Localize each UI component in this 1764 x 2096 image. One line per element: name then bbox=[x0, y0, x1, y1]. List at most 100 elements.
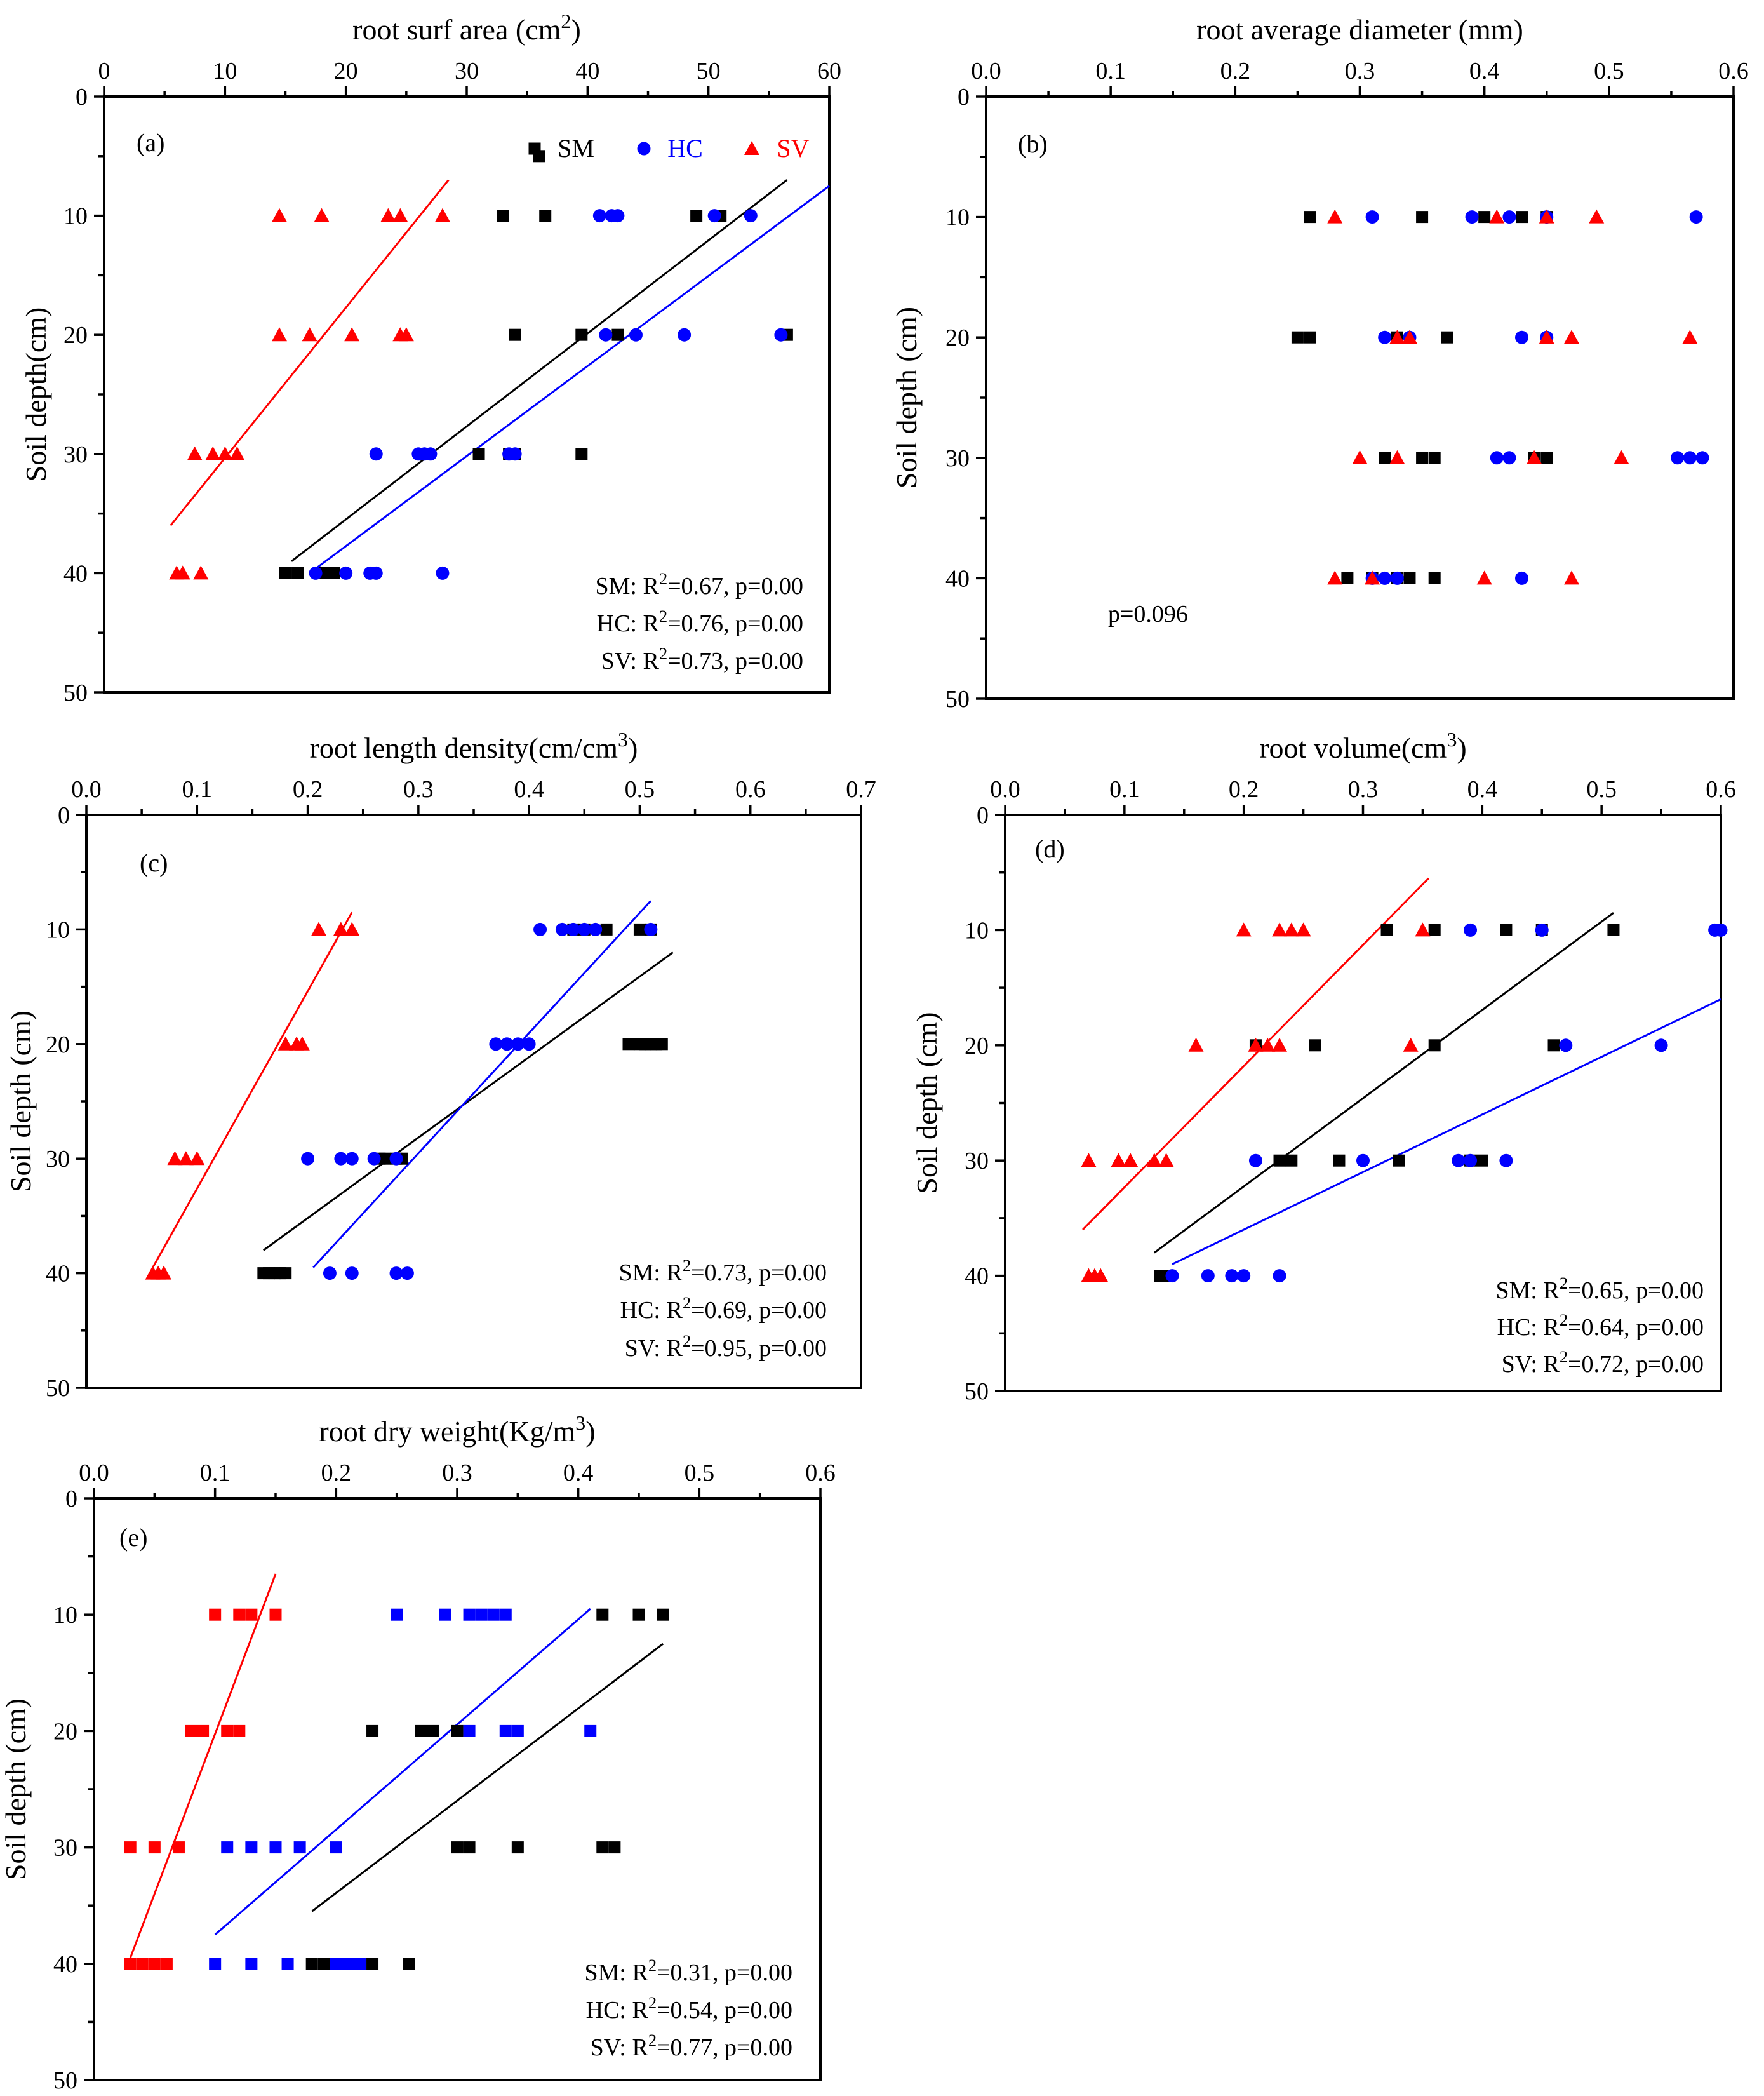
point-sm bbox=[608, 1841, 621, 1854]
stat-annotation-main: SV: R bbox=[1502, 1351, 1560, 1378]
x-tick-label: 0.4 bbox=[1469, 58, 1500, 84]
point-sv bbox=[380, 208, 396, 222]
point-sv bbox=[1489, 209, 1505, 224]
point-sv bbox=[302, 327, 317, 342]
point-sm bbox=[1380, 924, 1393, 936]
point-sv bbox=[233, 1724, 246, 1737]
x-axis-title-tail: ) bbox=[628, 732, 638, 764]
point-sm bbox=[1304, 331, 1316, 344]
point-sm bbox=[539, 210, 552, 222]
point-sv bbox=[229, 446, 245, 460]
point-sv bbox=[1563, 570, 1579, 585]
x-tick-label: 0.0 bbox=[990, 776, 1020, 803]
stat-annotation: p=0.096 bbox=[1108, 601, 1188, 628]
x-tick-label: 0.0 bbox=[79, 1460, 109, 1486]
point-sm bbox=[511, 1841, 524, 1854]
point-sm bbox=[1476, 1154, 1488, 1167]
stat-annotation-main: HC: R bbox=[1497, 1314, 1560, 1341]
stat-annotation-superscript: 2 bbox=[648, 1993, 657, 2012]
point-sm bbox=[622, 1038, 635, 1051]
point-hc bbox=[707, 209, 721, 223]
x-tick-label: 0.3 bbox=[403, 776, 434, 803]
stat-annotation-superscript: 2 bbox=[1560, 1347, 1568, 1366]
point-sm bbox=[1285, 1154, 1298, 1167]
point-sv bbox=[160, 1958, 173, 1970]
stat-annotation-tail: =0.76, p=0.00 bbox=[667, 610, 803, 637]
point-sv bbox=[148, 1958, 161, 1970]
point-sv bbox=[1146, 1153, 1162, 1167]
point-sm bbox=[657, 1608, 669, 1621]
stat-annotation-superscript: 2 bbox=[1560, 1310, 1568, 1329]
point-sv bbox=[1081, 1153, 1097, 1167]
point-sv bbox=[187, 446, 203, 460]
x-axis-title-superscript: 3 bbox=[618, 728, 628, 751]
stat-annotation-superscript: 2 bbox=[683, 1256, 691, 1275]
series-hc bbox=[1365, 210, 1709, 585]
x-tick-label: 0.3 bbox=[442, 1460, 472, 1486]
legend: SM HC SV bbox=[528, 134, 810, 163]
panel-label: (b) bbox=[1018, 130, 1048, 158]
stat-annotation-tail: =0.77, p=0.00 bbox=[657, 2034, 792, 2061]
y-tick-label: 30 bbox=[46, 1146, 70, 1172]
point-hc bbox=[499, 1724, 512, 1737]
x-axis-title: root surf area (cm2) bbox=[352, 10, 581, 46]
y-tick-label: 50 bbox=[53, 2067, 77, 2094]
fit-line-hc bbox=[309, 185, 830, 574]
stat-annotation-tail: =0.95, p=0.00 bbox=[691, 1335, 827, 1362]
point-sm bbox=[1416, 452, 1429, 464]
legend-marker-hc bbox=[637, 142, 651, 156]
stat-annotation: SM: R2=0.67, p=0.00 bbox=[596, 569, 804, 600]
y-tick-label: 30 bbox=[53, 1835, 77, 1862]
point-hc bbox=[1695, 451, 1709, 465]
point-hc bbox=[511, 1724, 524, 1737]
point-hc bbox=[209, 1958, 222, 1970]
series-sv bbox=[1081, 922, 1431, 1282]
point-hc bbox=[281, 1958, 294, 1970]
point-sm bbox=[1379, 452, 1391, 464]
point-sv bbox=[1283, 922, 1299, 937]
point-hc bbox=[1237, 1269, 1251, 1283]
point-sv bbox=[167, 1151, 183, 1166]
point-sv bbox=[172, 1841, 185, 1854]
x-axis-title-main: root average diameter (mm) bbox=[1196, 13, 1523, 46]
point-sm bbox=[1393, 1154, 1405, 1167]
point-sv bbox=[217, 446, 233, 460]
stat-annotation-tail: =0.72, p=0.00 bbox=[1568, 1351, 1704, 1378]
point-hc bbox=[589, 922, 603, 936]
stat-annotation-main: SV: R bbox=[625, 1335, 683, 1362]
x-axis-title-superscript: 3 bbox=[1447, 728, 1457, 751]
point-sv bbox=[233, 1608, 246, 1621]
point-hc bbox=[1535, 923, 1549, 937]
point-hc bbox=[577, 922, 591, 936]
point-hc bbox=[584, 1724, 597, 1737]
point-hc bbox=[1683, 451, 1697, 465]
x-tick-label: 0.6 bbox=[805, 1460, 836, 1486]
point-hc bbox=[566, 922, 580, 936]
x-axis-title-main: root dry weight(Kg/m bbox=[319, 1415, 575, 1448]
y-tick-label: 50 bbox=[945, 686, 970, 713]
point-sv bbox=[124, 1841, 137, 1854]
point-hc bbox=[301, 1152, 315, 1166]
point-sm bbox=[328, 567, 340, 579]
stat-annotation-main: HC: R bbox=[620, 1297, 683, 1324]
point-hc bbox=[678, 328, 692, 342]
x-tick-label: 0.2 bbox=[1220, 58, 1251, 84]
point-sv bbox=[221, 1724, 234, 1737]
point-hc bbox=[463, 1608, 476, 1621]
point-hc bbox=[1689, 210, 1703, 224]
stat-annotation-tail: =0.31, p=0.00 bbox=[657, 1959, 792, 1986]
point-sv bbox=[1123, 1153, 1139, 1167]
point-sv bbox=[1111, 1153, 1126, 1167]
point-sm bbox=[1516, 211, 1528, 224]
point-sm bbox=[497, 210, 509, 222]
point-sm bbox=[575, 448, 588, 460]
plot-frame bbox=[985, 95, 1735, 700]
point-sm bbox=[655, 1038, 668, 1051]
point-hc bbox=[1225, 1269, 1239, 1283]
point-hc bbox=[1165, 1269, 1179, 1283]
stat-annotation: SV: R2=0.77, p=0.00 bbox=[591, 2031, 792, 2061]
x-tick-label: 0.4 bbox=[514, 776, 544, 803]
stat-annotation: HC: R2=0.64, p=0.00 bbox=[1497, 1310, 1704, 1341]
point-hc bbox=[1502, 451, 1516, 465]
point-sv bbox=[178, 1151, 194, 1166]
